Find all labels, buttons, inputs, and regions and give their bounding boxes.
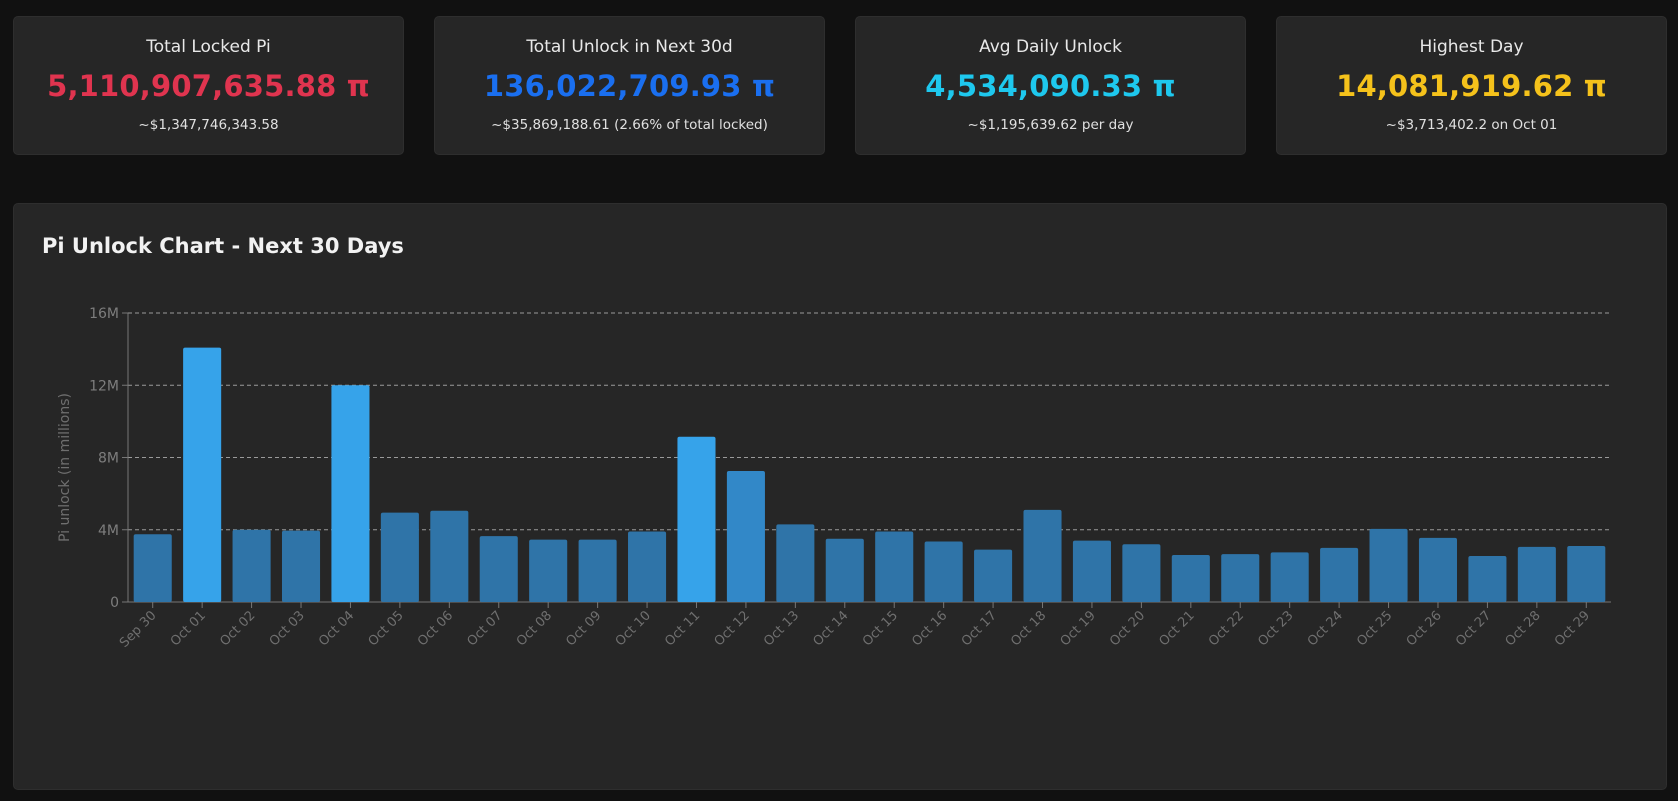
- card-title: Avg Daily Unlock: [979, 37, 1122, 57]
- bar-oct-22: [1221, 554, 1260, 602]
- x-tick-label: Oct 05: [366, 608, 407, 649]
- x-tick-label: Oct 24: [1305, 608, 1346, 649]
- bar-oct-27: [1468, 555, 1507, 602]
- bar-oct-21: [1171, 555, 1210, 602]
- x-tick-label: Oct 27: [1453, 608, 1494, 649]
- x-tick-label: Oct 28: [1503, 608, 1544, 649]
- x-tick-label: Oct 17: [959, 608, 1000, 649]
- x-tick-label: Oct 06: [415, 608, 456, 649]
- bar-oct-04: [331, 385, 370, 602]
- bar-oct-02: [232, 529, 271, 602]
- x-tick-label: Oct 01: [168, 608, 209, 649]
- bar-oct-07: [479, 536, 518, 602]
- x-tick-label: Sep 30: [117, 608, 160, 651]
- bar-oct-24: [1320, 547, 1359, 602]
- x-tick-label: Oct 12: [712, 608, 753, 649]
- bar-oct-29: [1567, 546, 1606, 602]
- x-tick-label: Oct 11: [662, 608, 703, 649]
- x-tick-label: Oct 10: [613, 608, 654, 649]
- card-title: Total Locked Pi: [146, 37, 271, 57]
- bar-oct-11: [677, 436, 716, 602]
- y-tick-label: 4M: [98, 523, 119, 539]
- y-axis-label: Pi unlock (in millions): [57, 393, 73, 542]
- unlock-bar-chart: 0 4M 8M 12M 16M Pi unlock (in millions) Sep 30…: [57, 306, 1611, 651]
- x-tick-label: Oct 14: [810, 608, 851, 649]
- x-tick-label: Oct 22: [1206, 608, 1247, 649]
- bar-oct-10: [628, 531, 667, 602]
- card-value: 136,022,709.93 π: [483, 69, 776, 103]
- x-tick-label: Oct 16: [909, 608, 950, 649]
- x-tick-label: Oct 08: [514, 608, 555, 649]
- bar-oct-08: [529, 539, 568, 602]
- card-subtext: ~$1,195,639.62 per day: [967, 117, 1134, 133]
- summary-cards: Total Locked Pi 5,110,907,635.88 π ~$1,3…: [13, 16, 1667, 155]
- bar-oct-15: [875, 531, 914, 602]
- bar-oct-18: [1023, 509, 1062, 602]
- chart-title: Pi Unlock Chart - Next 30 Days: [42, 234, 404, 258]
- x-tick-label: Oct 18: [1008, 608, 1049, 649]
- x-tick-label: Oct 29: [1552, 608, 1593, 649]
- x-tick-label: Oct 20: [1107, 608, 1148, 649]
- bar-oct-06: [430, 510, 469, 602]
- bar-sep-30: [133, 534, 172, 602]
- x-tick-label: Oct 09: [563, 608, 604, 649]
- y-tick-label: 0: [110, 595, 119, 611]
- bar-oct-14: [825, 538, 864, 602]
- bar-oct-23: [1270, 552, 1309, 602]
- x-tick-label: Oct 15: [860, 608, 901, 649]
- x-tick-label: Oct 21: [1157, 608, 1198, 649]
- card-subtext: ~$35,869,188.61 (2.66% of total locked): [491, 117, 768, 133]
- bar-oct-13: [776, 524, 815, 602]
- card-avg-daily-unlock: Avg Daily Unlock 4,534,090.33 π ~$1,195,…: [855, 16, 1246, 155]
- chart-panel: Pi Unlock Chart - Next 30 Days 0 4M 8M 12M 1…: [13, 203, 1667, 790]
- bar-oct-03: [281, 530, 321, 602]
- x-tick-label: Oct 25: [1354, 608, 1395, 649]
- bar-oct-05: [380, 512, 419, 602]
- x-tick-label: Oct 26: [1404, 608, 1445, 649]
- card-title: Total Unlock in Next 30d: [526, 37, 733, 57]
- bar-oct-16: [924, 541, 963, 602]
- bar-oct-26: [1418, 537, 1458, 602]
- card-subtext: ~$1,347,746,343.58: [138, 117, 279, 133]
- card-highest-day: Highest Day 14,081,919.62 π ~$3,713,402.…: [1276, 16, 1667, 155]
- bar-oct-25: [1369, 528, 1408, 602]
- x-tick-label: Oct 04: [316, 608, 357, 649]
- y-tick-label: 12M: [89, 378, 119, 394]
- x-tick-label: Oct 23: [1255, 608, 1296, 649]
- y-tick-label: 8M: [98, 451, 119, 467]
- x-tick-label: Oct 02: [217, 608, 258, 649]
- card-total-unlock-30d: Total Unlock in Next 30d 136,022,709.93 …: [434, 16, 825, 155]
- bar-oct-12: [726, 471, 765, 602]
- card-title: Highest Day: [1419, 37, 1524, 57]
- card-value: 4,534,090.33 π: [925, 69, 1176, 103]
- y-tick-label: 16M: [89, 306, 119, 322]
- card-value: 14,081,919.62 π: [1336, 69, 1607, 103]
- card-total-locked: Total Locked Pi 5,110,907,635.88 π ~$1,3…: [13, 16, 404, 155]
- bar-oct-09: [578, 539, 617, 602]
- card-subtext: ~$3,713,402.2 on Oct 01: [1385, 117, 1558, 133]
- bar-oct-17: [974, 549, 1013, 602]
- bar-oct-20: [1122, 544, 1161, 602]
- x-tick-label: Oct 19: [1058, 608, 1099, 649]
- x-tick-label: Oct 03: [267, 608, 308, 649]
- x-tick-label: Oct 07: [464, 608, 505, 649]
- card-value: 5,110,907,635.88 π: [47, 69, 370, 103]
- x-tick-label: Oct 13: [761, 608, 802, 649]
- bar-oct-28: [1517, 546, 1556, 602]
- bar-oct-01: [183, 347, 222, 602]
- bar-oct-19: [1072, 540, 1111, 602]
